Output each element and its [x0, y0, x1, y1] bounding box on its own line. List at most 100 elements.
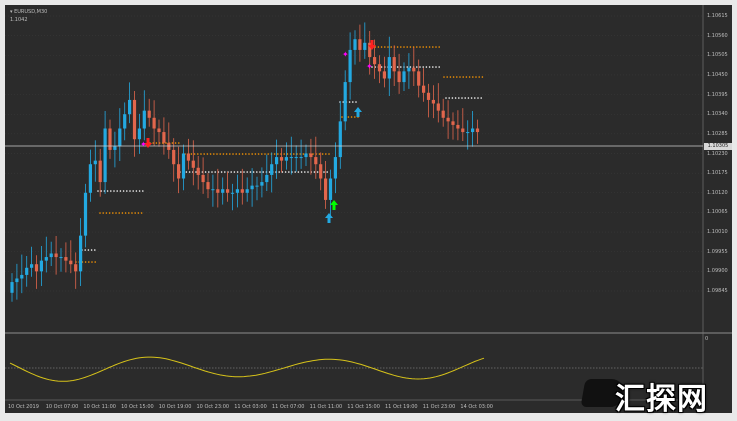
- candle-body: [25, 267, 29, 275]
- candle-body: [299, 157, 303, 159]
- candle-body: [74, 264, 78, 272]
- trail-dot-white: [255, 171, 258, 173]
- trail-dot-orange: [213, 153, 215, 155]
- trail-dot-orange: [478, 76, 481, 78]
- trail-dot-white: [90, 249, 93, 251]
- trail-dot-white: [464, 97, 467, 99]
- trail-dot-white: [313, 171, 316, 173]
- trail-dot-white: [233, 171, 236, 173]
- trail-dot-white: [132, 190, 134, 192]
- trail-dot-orange: [229, 153, 231, 155]
- candle-body: [304, 153, 308, 158]
- trail-dot-white: [122, 190, 125, 192]
- price-tick-label: 1.10395: [707, 91, 728, 98]
- candle-body: [436, 103, 440, 111]
- trail-dot-white: [380, 66, 383, 68]
- price-tick-label: 1.10010: [707, 229, 728, 236]
- candle-body: [59, 257, 63, 259]
- trail-dot-white: [323, 171, 325, 173]
- trail-dot-orange: [377, 46, 380, 48]
- candle-body: [417, 71, 421, 86]
- trail-dot-orange: [115, 212, 117, 214]
- symbol-label[interactable]: ▾ EURUSD,M30: [10, 9, 48, 15]
- trail-dot-white: [307, 171, 309, 173]
- trail-dot-white: [240, 171, 242, 173]
- candle-body: [402, 71, 406, 83]
- trail-dot-white: [195, 171, 197, 173]
- trail-dot-orange: [459, 76, 461, 78]
- candle-body: [294, 157, 298, 159]
- candle-body: [338, 121, 342, 158]
- signal-marker-icon: ✦: [366, 62, 373, 71]
- trail-dot-white: [425, 66, 428, 68]
- trail-dot-white: [326, 171, 329, 173]
- trail-dot-white: [419, 66, 421, 68]
- candle-body: [309, 153, 313, 158]
- price-tick-label: 1.10560: [707, 32, 728, 39]
- candle-body: [152, 117, 156, 129]
- trail-dot-white: [94, 249, 96, 251]
- trail-dot-orange: [140, 212, 143, 214]
- candle-body: [446, 117, 450, 122]
- trail-dot-orange: [91, 261, 93, 263]
- candle-body: [162, 132, 166, 143]
- trail-dot-white: [355, 101, 357, 103]
- sell-arrow-icon: [368, 40, 376, 50]
- price-tick-label: 1.10120: [707, 189, 728, 196]
- trail-dot-white: [304, 171, 306, 173]
- candle-body: [108, 128, 112, 150]
- trail-dot-orange: [409, 46, 412, 48]
- candle-body: [230, 192, 235, 194]
- trail-dot-orange: [465, 76, 468, 78]
- trail-dot-white: [249, 171, 252, 173]
- candle-body: [377, 64, 382, 72]
- candle-body: [196, 167, 200, 175]
- trail-dot-orange: [248, 153, 250, 155]
- trail-dot-orange: [165, 142, 167, 144]
- trail-dot-orange: [446, 76, 449, 78]
- trail-dot-orange: [452, 76, 455, 78]
- trail-dot-orange: [225, 153, 228, 155]
- candle-body: [289, 157, 293, 159]
- watermark-text: 汇探网: [615, 382, 708, 417]
- trail-dot-white: [129, 190, 131, 192]
- trail-dot-white: [406, 66, 409, 68]
- trail-dot-white: [214, 171, 216, 173]
- trail-dot-white: [243, 171, 245, 173]
- trail-dot-orange: [88, 261, 90, 263]
- time-tick-label: 11 Oct 19:00: [385, 404, 418, 410]
- price-tick-label: 1.10175: [707, 170, 728, 177]
- candle-body: [49, 253, 53, 258]
- up-arrow-icon: [325, 213, 333, 223]
- trail-dot-orange: [400, 46, 402, 48]
- trail-dot-orange: [443, 76, 445, 78]
- trail-dot-orange: [416, 46, 418, 48]
- trail-dot-white: [371, 66, 373, 68]
- trail-dot-orange: [299, 153, 302, 155]
- candle-body: [422, 85, 426, 93]
- trail-dot-orange: [350, 116, 353, 118]
- signal-arrows: ✦ ✦ ✦: [140, 40, 376, 223]
- trail-dot-white: [142, 190, 144, 192]
- candle-body: [270, 164, 274, 175]
- candle-body: [216, 189, 220, 193]
- trail-dot-orange: [137, 212, 140, 214]
- trail-dot-white: [110, 190, 112, 192]
- trail-dot-white: [119, 190, 122, 192]
- trail-dot-orange: [428, 46, 431, 48]
- trail-dot-white: [211, 171, 213, 173]
- trail-dot-orange: [380, 46, 383, 48]
- trail-dot-white: [208, 171, 210, 173]
- candle-body: [319, 164, 323, 179]
- trail-dot-orange: [264, 153, 266, 155]
- candle-body: [201, 174, 205, 183]
- trail-dot-orange: [178, 142, 180, 144]
- trail-dot-orange: [251, 153, 253, 155]
- trail-dot-orange: [403, 46, 405, 48]
- trail-dot-orange: [99, 212, 101, 214]
- trail-dot-orange: [235, 153, 237, 155]
- trail-dot-white: [422, 66, 425, 68]
- trail-dot-white: [480, 97, 483, 99]
